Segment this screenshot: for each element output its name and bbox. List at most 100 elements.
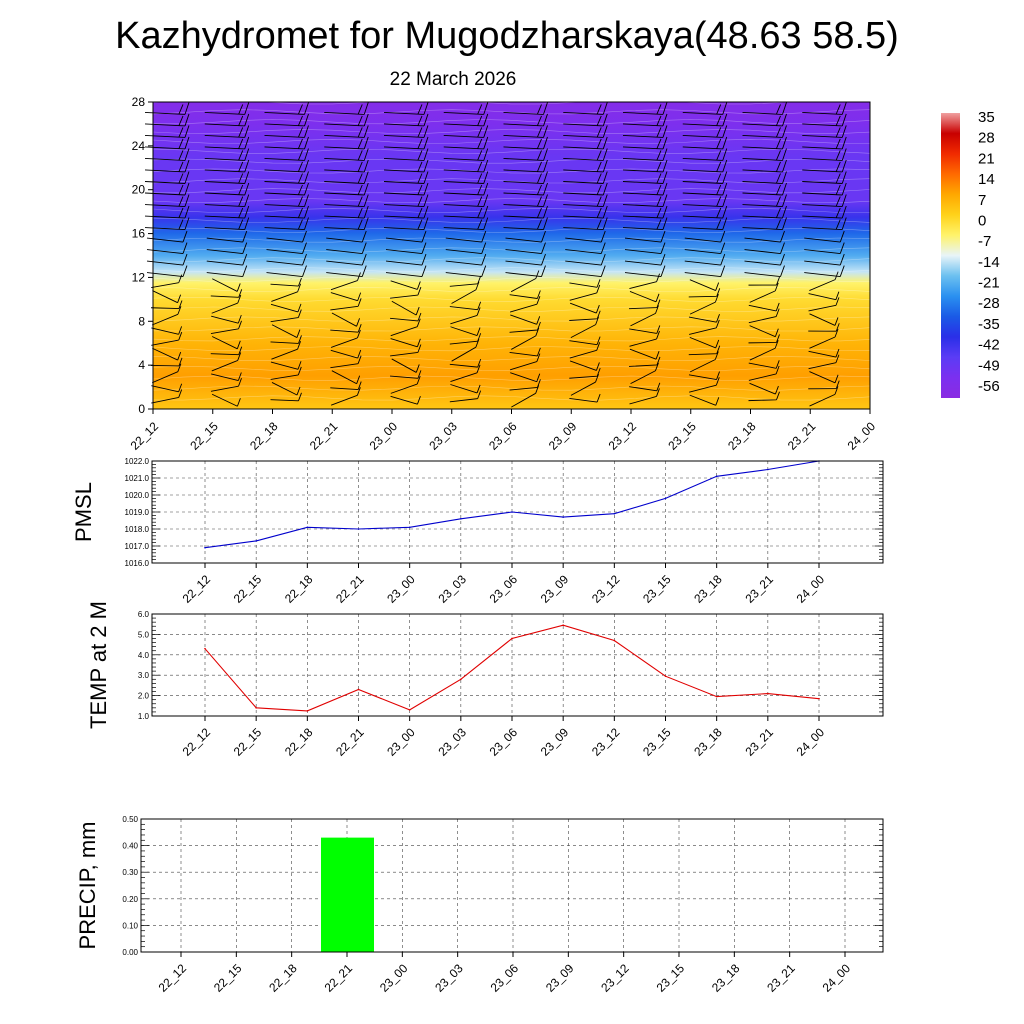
temp-axis-label: TEMP at 2 M [86, 601, 111, 729]
y-tick-label: 1016.0 [125, 559, 150, 568]
colorbar: 35 28 21 14 7 0 -7 -14 -21 -28 -35 -42 -49 -56 [941, 109, 1000, 398]
x-tick-label: 22_15 [231, 572, 265, 606]
colorbar-label: -56 [978, 378, 1000, 395]
x-tick-label: 23_03 [435, 572, 469, 606]
pmsl-data-point [255, 540, 257, 542]
pmsl-panel: 1016.0 1017.0 1018.0 1019.0 1020.0 1021.0 1022… [71, 457, 884, 606]
x-tick-label: 22_21 [307, 419, 341, 453]
temp-data-point [511, 637, 513, 640]
x-tick-label: 22_12 [180, 572, 214, 606]
x-tick-label: 22_21 [333, 572, 367, 606]
x-tick-label: 22_18 [282, 572, 316, 606]
x-tick-label: 23_15 [654, 961, 688, 995]
x-tick-label: 23_21 [764, 961, 798, 995]
contour-lines [152, 99, 871, 401]
pmsl-data-point [204, 546, 206, 549]
x-tick-label: 23_03 [432, 961, 466, 995]
temp-panel: 1.0 2.0 3.0 4.0 5.0 6.0 22_12 22_15 22_18 22_21 23… [86, 601, 884, 759]
x-tick-label: 23_03 [435, 725, 469, 759]
y-tick-label: 1022.0 [125, 457, 150, 466]
pmsl-data-point [357, 528, 360, 530]
precip-panel: 0.00 0.10 0.20 0.30 0.40 0.50 22_12 22_15 22_18 2… [75, 815, 884, 995]
x-tick-label: 23_18 [725, 419, 759, 453]
x-tick-label: 24_00 [820, 961, 854, 995]
colorbar-label: -42 [978, 337, 1000, 354]
pmsl-data-point [511, 511, 513, 513]
temp-data-point [357, 688, 360, 691]
temp-data-point [613, 639, 616, 642]
y-tick-label: 1018.0 [125, 525, 150, 534]
x-tick-label: 23_09 [546, 419, 580, 453]
x-tick-label: 22_18 [282, 725, 316, 759]
x-tick-label: 22_15 [231, 725, 265, 759]
y-tick-label: 8 [138, 314, 145, 328]
y-tick-label: 0.40 [122, 842, 138, 851]
x-tick-label: 23_18 [709, 961, 743, 995]
y-tick-label: 6.0 [138, 610, 150, 619]
colorbar-ramp [941, 113, 960, 398]
x-tick-label: 22_15 [211, 961, 245, 995]
temp-data-point [767, 692, 769, 695]
temp-data-point [562, 624, 564, 627]
colorbar-label: -28 [978, 295, 1000, 312]
y-tick-label: 4.0 [138, 651, 150, 660]
x-tick-label: 23_21 [742, 572, 776, 606]
pmsl-data-point [408, 526, 411, 529]
pmsl-data-point [562, 516, 564, 518]
x-tick-label: 22_12 [128, 419, 162, 453]
colorbar-label: -7 [978, 233, 991, 250]
cross-section-panel: 0 4 8 12 16 20 24 28 22_12 22_15 22_18 22_21 23_00 23… [128, 95, 879, 453]
x-tick-label: 23_00 [384, 572, 418, 606]
x-tick-label: 23_15 [640, 725, 674, 759]
x-tick-label: 23_12 [589, 572, 623, 606]
x-tick-label: 23_15 [665, 419, 699, 453]
pmsl-data-point [460, 518, 462, 520]
temp-data-point [715, 695, 718, 698]
y-tick-label: 1021.0 [125, 474, 150, 483]
pmsl-data-point [306, 526, 309, 529]
page-title: Kazhydromet for Mugodzharskaya(48.63 58.… [115, 15, 899, 57]
y-tick-label: 16 [132, 227, 146, 241]
x-tick-label: 23_06 [487, 572, 521, 606]
colorbar-label: -49 [978, 357, 1000, 374]
y-tick-label: 0.50 [122, 815, 138, 824]
x-tick-label: 23_15 [640, 572, 674, 606]
y-tick-label: 0 [138, 402, 145, 416]
temp-data-point [460, 678, 462, 681]
precip-frame [140, 818, 884, 953]
precip-bar [321, 837, 374, 952]
colorbar-label: 14 [978, 171, 995, 188]
x-tick-label: 23_12 [606, 419, 640, 453]
y-tick-label: 20 [132, 183, 146, 197]
colorbar-label: -14 [978, 254, 1000, 271]
y-tick-label: 5.0 [138, 630, 150, 639]
x-tick-label: 23_03 [426, 419, 460, 453]
temp-data-point [204, 647, 206, 650]
x-tick-label: 23_12 [598, 961, 632, 995]
colorbar-label: 0 [978, 212, 986, 229]
pmsl-data-point [715, 475, 718, 478]
x-tick-label: 22_21 [322, 961, 356, 995]
pmsl-data-point [664, 497, 667, 500]
y-tick-label: 1.0 [138, 712, 150, 721]
x-tick-label: 23_18 [691, 725, 725, 759]
x-tick-label: 23_09 [538, 572, 572, 606]
colorbar-label: 21 [978, 150, 995, 167]
y-tick-label: 0.00 [122, 948, 138, 957]
x-tick-label: 22_15 [187, 419, 221, 453]
x-tick-label: 23_06 [488, 961, 522, 995]
x-tick-label: 22_12 [156, 961, 190, 995]
pmsl-axis-label: PMSL [71, 482, 96, 542]
pmsl-data-point [613, 512, 616, 515]
y-tick-label: 1017.0 [125, 542, 150, 551]
y-tick-label: 12 [132, 270, 146, 284]
y-tick-label: 1020.0 [125, 491, 150, 500]
colorbar-label: 35 [978, 109, 995, 126]
y-tick-label: 1019.0 [125, 508, 150, 517]
wind-barbs [144, 102, 847, 408]
y-tick-label: 4 [138, 358, 145, 372]
x-tick-label: 22_21 [333, 725, 367, 759]
page-subtitle: 22 March 2026 [390, 69, 517, 90]
temp-data-point [408, 709, 411, 711]
